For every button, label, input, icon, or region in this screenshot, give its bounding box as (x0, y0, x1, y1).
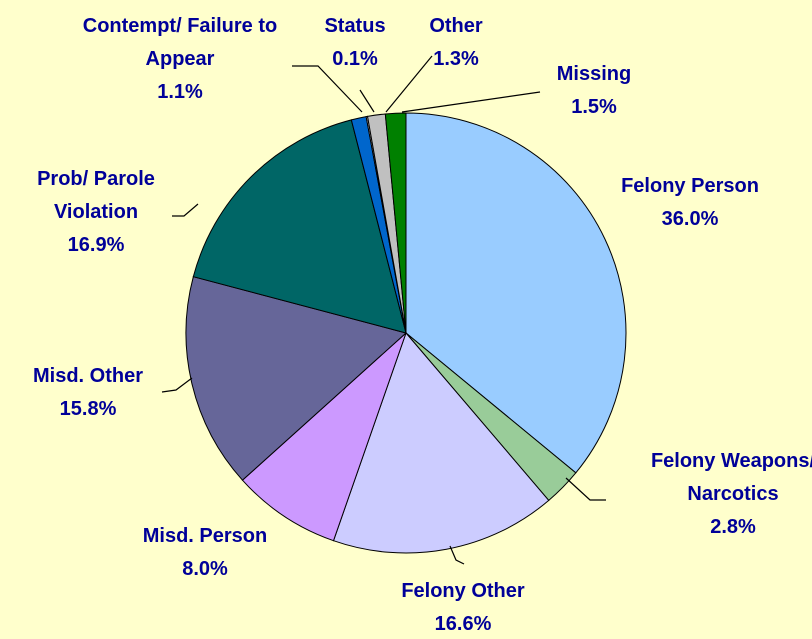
category-label: Prob/ Parole Violation (37, 168, 155, 223)
slice-label: Other 1.3% (411, 10, 501, 76)
category-label: Other (429, 15, 483, 37)
leader-line (565, 477, 606, 501)
pie-slice (185, 276, 408, 481)
pie-slice (241, 332, 407, 542)
slice-label: Status 0.1% (310, 10, 400, 76)
pie-slice (192, 119, 407, 334)
leader-line (401, 91, 541, 113)
value-label: 15.8% (59, 398, 117, 420)
category-label: Felony Person (621, 175, 759, 197)
category-label: Status (324, 15, 386, 37)
slice-label: Felony Person 36.0% (590, 170, 790, 236)
slice-label: Felony Weapons/ Narcotics 2.8% (633, 445, 812, 544)
pie-slice (384, 112, 407, 334)
slice-label: Misd. Person 8.0% (105, 520, 305, 586)
value-label: 1.1% (157, 81, 203, 103)
category-label: Misd. Person (142, 525, 268, 547)
category-label: Felony Weapons/ Narcotics (650, 450, 812, 505)
value-label: 2.8% (710, 516, 756, 538)
slice-label: Misd. Other 15.8% (0, 360, 178, 426)
slice-label: Prob/ Parole Violation 16.9% (6, 163, 186, 262)
slice-label: Missing 1.5% (534, 58, 654, 124)
category-label: Misd. Other (32, 365, 143, 387)
leader-line (292, 65, 363, 113)
category-label: Contempt/ Failure to Appear (82, 15, 278, 70)
value-label: 16.6% (434, 613, 492, 635)
value-label: 36.0% (661, 208, 719, 230)
slice-label: Contempt/ Failure to Appear 1.1% (75, 10, 285, 109)
category-label: Missing (556, 63, 632, 85)
leader-line (385, 55, 433, 113)
leader-line (161, 377, 193, 393)
leader-line (449, 545, 465, 565)
pie-slice (405, 112, 627, 474)
leader-line (359, 89, 375, 113)
slice-label: Felony Other 16.6% (363, 575, 563, 639)
value-label: 8.0% (182, 558, 228, 580)
category-label: Felony Other (401, 580, 525, 602)
value-label: 0.1% (332, 48, 378, 70)
value-label: 1.5% (571, 96, 617, 118)
value-label: 1.3% (433, 48, 479, 70)
leader-line (172, 203, 199, 217)
value-label: 16.9% (67, 234, 125, 256)
